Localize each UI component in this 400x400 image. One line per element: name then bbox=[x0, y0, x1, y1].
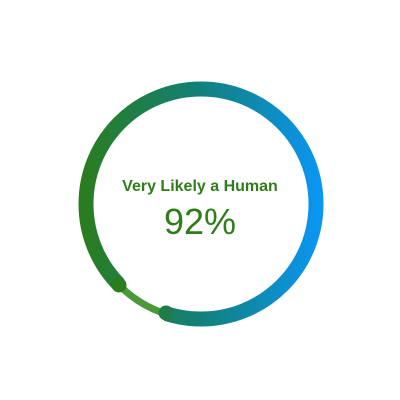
score-ring-track bbox=[78, 81, 324, 327]
score-center: Very Likely a Human 92% bbox=[100, 176, 300, 242]
score-ring-end-cap bbox=[111, 277, 127, 293]
score-ring-start-cap bbox=[158, 305, 174, 321]
score-value: 92% bbox=[163, 201, 237, 242]
status-label: Very Likely a Human bbox=[122, 178, 278, 195]
